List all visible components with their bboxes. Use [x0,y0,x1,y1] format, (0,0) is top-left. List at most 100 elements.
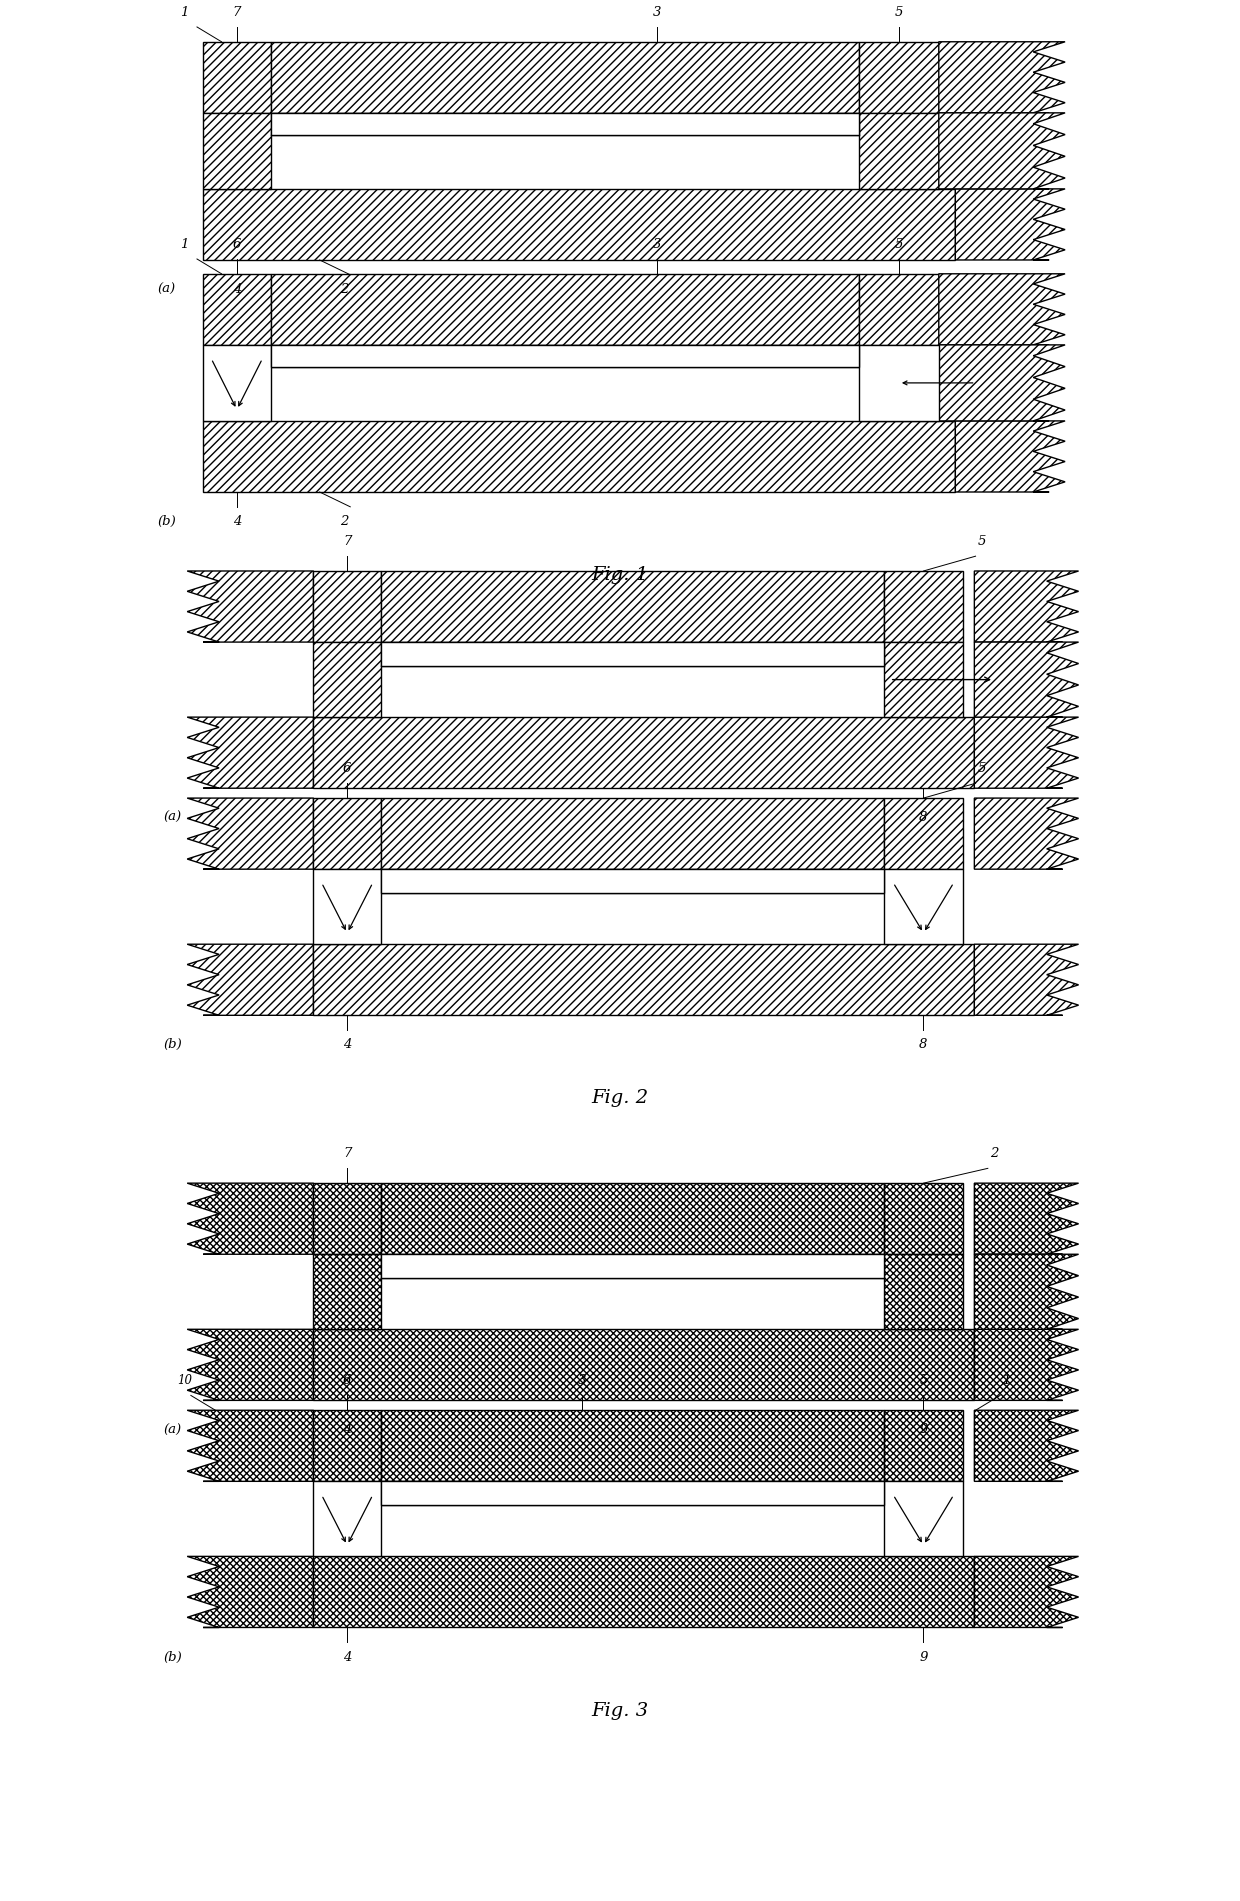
Text: 7: 7 [233,6,241,19]
Bar [314,1255,381,1329]
Text: 3: 3 [652,238,661,251]
Text: 8: 8 [919,812,928,825]
Bar [203,420,955,492]
Text: 2: 2 [340,515,348,528]
Bar [859,344,939,420]
Bar [859,274,939,344]
Text: (a): (a) [157,283,175,297]
Polygon shape [939,344,1065,420]
Text: 4: 4 [233,515,241,528]
Bar [314,798,381,869]
Bar [884,1255,963,1329]
Bar [203,274,270,344]
Text: 1: 1 [1002,1374,1011,1388]
Polygon shape [975,717,1079,789]
Bar [381,798,884,869]
Text: 2: 2 [990,1146,998,1160]
Text: (a): (a) [164,1424,181,1437]
Bar [859,112,939,188]
Bar [381,869,884,893]
Polygon shape [187,1411,314,1481]
Text: 5: 5 [895,6,903,19]
Bar [884,1411,963,1481]
Polygon shape [975,1255,1079,1329]
Text: 4: 4 [343,1038,351,1051]
Bar [884,643,963,717]
Polygon shape [187,570,314,643]
Bar [314,1481,381,1557]
Polygon shape [187,1182,314,1255]
Polygon shape [939,112,1065,188]
Polygon shape [975,570,1079,643]
Polygon shape [975,1182,1079,1255]
Bar [884,869,963,945]
Bar [314,1182,381,1255]
Text: 1: 1 [181,238,188,251]
Bar [314,869,381,945]
Bar [381,1481,884,1506]
Text: 5: 5 [977,534,986,547]
Text: 6: 6 [343,1374,351,1388]
Bar [314,945,975,1015]
Polygon shape [187,1557,314,1627]
Polygon shape [975,1557,1079,1627]
Bar [314,1329,975,1401]
Text: 2: 2 [340,283,348,297]
Bar [884,570,963,643]
Polygon shape [975,1329,1079,1401]
Text: 5: 5 [919,1374,928,1388]
Text: (b): (b) [157,515,176,528]
Polygon shape [975,945,1079,1015]
Bar [884,798,963,869]
Polygon shape [939,274,1065,344]
Text: 9: 9 [919,1424,928,1437]
Polygon shape [975,798,1079,869]
Bar [203,112,270,188]
Polygon shape [975,643,1079,717]
Text: 3: 3 [578,1374,587,1388]
Text: 3: 3 [652,6,661,19]
Bar [314,717,975,789]
Text: 10: 10 [177,1374,192,1388]
Polygon shape [187,717,314,789]
Bar [314,1411,381,1481]
Bar [381,643,884,665]
Text: 5: 5 [977,762,986,776]
Bar [381,1255,884,1277]
Bar [314,643,381,717]
Text: 8: 8 [919,1038,928,1051]
Bar [203,188,955,260]
Bar [203,42,270,112]
Text: (b): (b) [164,1650,182,1663]
Bar [884,1481,963,1557]
Bar [314,570,381,643]
Bar [859,42,939,112]
Polygon shape [955,188,1065,260]
Text: (b): (b) [164,1038,182,1051]
Polygon shape [187,945,314,1015]
Bar [381,1411,884,1481]
Text: Fig. 3: Fig. 3 [591,1701,649,1720]
Text: 5: 5 [895,238,903,251]
Bar [381,570,884,643]
Text: 1: 1 [181,6,188,19]
Text: 6: 6 [233,238,241,251]
Bar [270,274,859,344]
Polygon shape [975,1411,1079,1481]
Polygon shape [187,798,314,869]
Polygon shape [955,420,1065,492]
Bar [884,1182,963,1255]
Text: 9: 9 [919,1650,928,1663]
Text: 6: 6 [343,762,351,776]
Bar [270,112,859,135]
Bar [270,42,859,112]
Polygon shape [187,1329,314,1401]
Text: 4: 4 [233,283,241,297]
Bar [314,1557,975,1627]
Text: 7: 7 [343,1146,351,1160]
Text: Fig. 2: Fig. 2 [591,1089,649,1108]
Polygon shape [939,42,1065,112]
Text: 4: 4 [343,1424,351,1437]
Bar [381,1182,884,1255]
Text: 4: 4 [343,1650,351,1663]
